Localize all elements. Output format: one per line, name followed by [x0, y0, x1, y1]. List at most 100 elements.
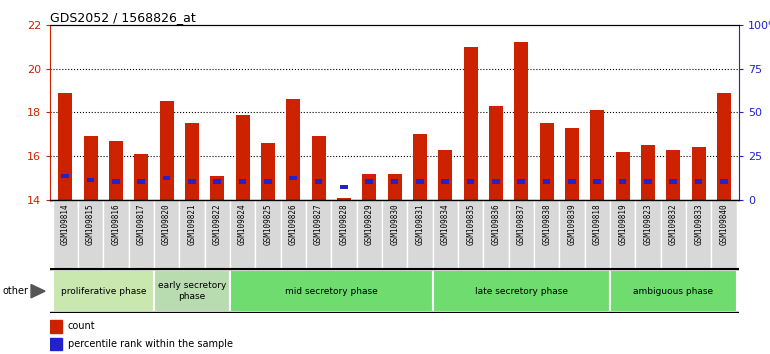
Bar: [129, 200, 154, 269]
Bar: [213, 179, 221, 184]
Bar: [610, 200, 635, 269]
Text: GSM109825: GSM109825: [263, 204, 273, 245]
Bar: [134, 154, 149, 200]
Bar: [441, 179, 449, 184]
Text: GSM109836: GSM109836: [491, 204, 500, 245]
Text: GSM109834: GSM109834: [440, 204, 450, 245]
Bar: [433, 270, 610, 313]
Bar: [331, 200, 357, 269]
Bar: [484, 200, 509, 269]
Bar: [635, 200, 661, 269]
Bar: [154, 270, 230, 313]
Bar: [78, 200, 103, 269]
Bar: [290, 176, 297, 180]
Bar: [261, 143, 275, 200]
Bar: [416, 179, 424, 184]
Text: mid secretory phase: mid secretory phase: [285, 287, 377, 296]
Text: ambiguous phase: ambiguous phase: [633, 287, 713, 296]
Bar: [205, 200, 230, 269]
Bar: [591, 110, 604, 200]
Text: GSM109832: GSM109832: [669, 204, 678, 245]
Text: GSM109829: GSM109829: [365, 204, 373, 245]
Bar: [236, 115, 249, 200]
Bar: [695, 179, 702, 184]
Bar: [661, 200, 686, 269]
Bar: [230, 200, 256, 269]
Text: GSM109827: GSM109827: [314, 204, 323, 245]
Bar: [286, 99, 300, 200]
Text: percentile rank within the sample: percentile rank within the sample: [68, 339, 233, 349]
Bar: [464, 47, 477, 200]
Text: late secretory phase: late secretory phase: [475, 287, 567, 296]
Bar: [366, 179, 373, 184]
Text: GSM109831: GSM109831: [416, 204, 424, 245]
Bar: [534, 200, 559, 269]
Bar: [514, 42, 528, 200]
Bar: [188, 179, 196, 184]
Bar: [109, 141, 123, 200]
Bar: [666, 150, 680, 200]
Bar: [616, 152, 630, 200]
Text: GSM109826: GSM109826: [289, 204, 298, 245]
Bar: [159, 102, 173, 200]
Bar: [280, 200, 306, 269]
Bar: [112, 179, 120, 184]
Text: GSM109837: GSM109837: [517, 204, 526, 245]
Bar: [50, 320, 62, 333]
Text: GDS2052 / 1568826_at: GDS2052 / 1568826_at: [50, 11, 196, 24]
Bar: [669, 179, 677, 184]
Bar: [382, 200, 407, 269]
Text: GSM109815: GSM109815: [86, 204, 95, 245]
Bar: [59, 93, 72, 200]
Bar: [315, 179, 323, 184]
Bar: [509, 200, 534, 269]
Bar: [438, 150, 452, 200]
Text: other: other: [2, 286, 28, 296]
Bar: [103, 200, 129, 269]
Bar: [568, 179, 576, 184]
Text: GSM109835: GSM109835: [466, 204, 475, 245]
Bar: [306, 200, 331, 269]
Bar: [179, 200, 205, 269]
Bar: [185, 123, 199, 200]
Bar: [312, 137, 326, 200]
Bar: [162, 176, 170, 180]
Bar: [413, 134, 427, 200]
Bar: [458, 200, 484, 269]
Text: GSM109818: GSM109818: [593, 204, 602, 245]
Bar: [540, 123, 554, 200]
Bar: [357, 200, 382, 269]
Bar: [264, 179, 272, 184]
Bar: [52, 270, 154, 313]
Bar: [210, 176, 224, 200]
Bar: [230, 270, 433, 313]
Text: GSM109830: GSM109830: [390, 204, 399, 245]
Bar: [407, 200, 433, 269]
Polygon shape: [31, 285, 45, 298]
Bar: [433, 200, 458, 269]
Text: proliferative phase: proliferative phase: [61, 287, 146, 296]
Bar: [720, 179, 728, 184]
Text: GSM109839: GSM109839: [567, 204, 577, 245]
Text: count: count: [68, 321, 95, 331]
Text: GSM109817: GSM109817: [137, 204, 146, 245]
Text: GSM109823: GSM109823: [644, 204, 652, 245]
Bar: [686, 200, 711, 269]
Bar: [610, 270, 737, 313]
Bar: [644, 179, 652, 184]
Text: GSM109840: GSM109840: [719, 204, 728, 245]
Text: GSM109838: GSM109838: [542, 204, 551, 245]
Text: GSM109824: GSM109824: [238, 204, 247, 245]
Bar: [87, 178, 95, 182]
Bar: [391, 179, 398, 184]
Bar: [154, 200, 179, 269]
Bar: [717, 93, 731, 200]
Bar: [50, 338, 62, 350]
Bar: [84, 137, 98, 200]
Text: GSM109828: GSM109828: [340, 204, 349, 245]
Bar: [340, 185, 348, 189]
Bar: [492, 179, 500, 184]
Text: GSM109822: GSM109822: [213, 204, 222, 245]
Bar: [363, 174, 377, 200]
Bar: [337, 198, 351, 200]
